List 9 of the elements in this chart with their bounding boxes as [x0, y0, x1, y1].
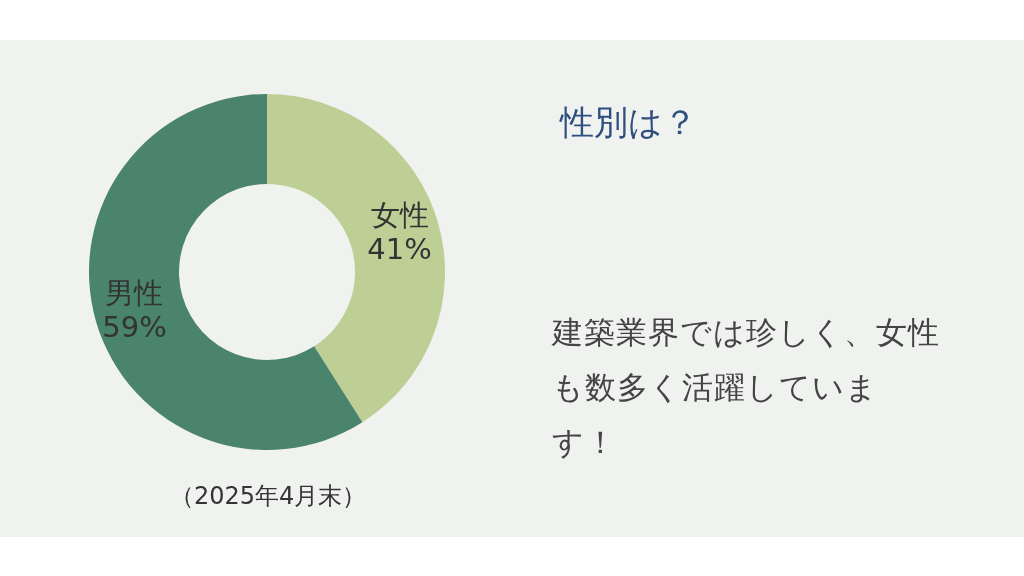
text: 性別は？	[560, 101, 697, 144]
slice-label: 男性	[105, 275, 164, 310]
donut-slice	[267, 94, 445, 423]
data-label: 59%	[102, 309, 167, 344]
text: （2025年4月末）	[170, 481, 367, 512]
text: 建築業界では珍しく、女性も数多く活躍しています！	[552, 313, 941, 462]
slice-label: 女性	[370, 198, 429, 233]
donut-slice	[89, 94, 363, 450]
data-label: 41%	[367, 232, 432, 267]
